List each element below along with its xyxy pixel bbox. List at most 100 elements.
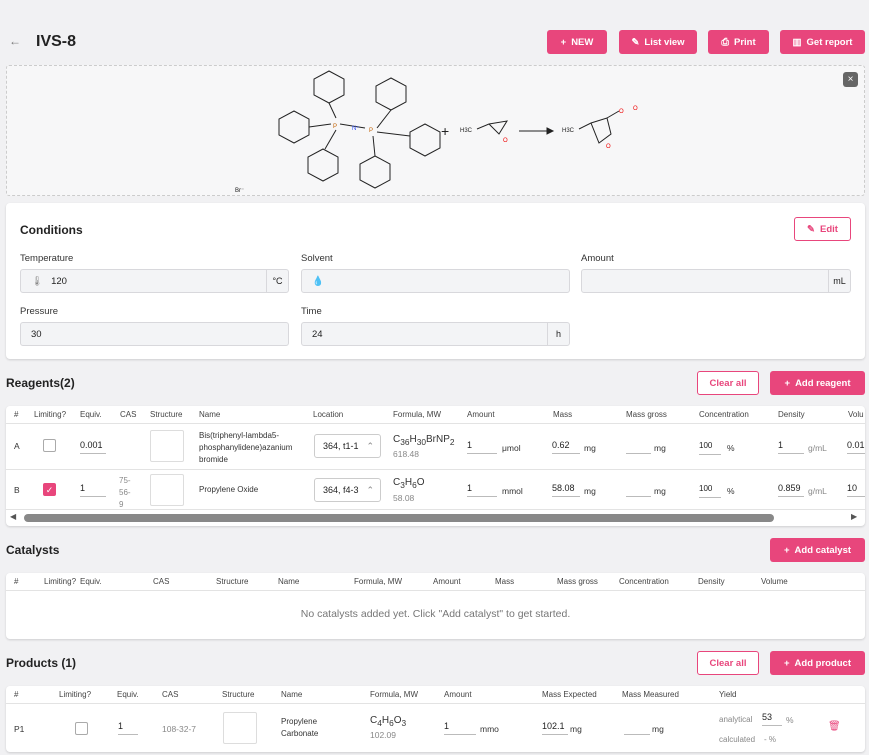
conc-unit: % (727, 443, 735, 453)
mass-measured-input[interactable] (624, 721, 650, 735)
column-header: Mass (495, 577, 515, 586)
limiting-checkbox[interactable]: ✓ (43, 483, 56, 496)
structure-thumbnail[interactable] (150, 474, 184, 506)
svg-text:H3C: H3C (562, 128, 575, 134)
equiv-input[interactable]: 1 (80, 483, 106, 497)
yield-calculated-label: calculated (719, 735, 756, 744)
concentration-input[interactable]: 100 (699, 484, 721, 498)
chart-icon: ▥ (792, 36, 802, 48)
density-input[interactable]: 0.859 (778, 483, 804, 497)
volume-input[interactable]: 0.01 (847, 440, 865, 454)
column-header: Equiv. (80, 577, 102, 586)
close-icon[interactable]: × (843, 72, 858, 87)
horizontal-scrollbar[interactable] (24, 514, 774, 522)
catalysts-table: # Limiting? Equiv. CAS Structure Name Formula,… (6, 573, 865, 639)
add-product-button[interactable]: + Add product (770, 651, 865, 675)
column-header: Limiting? (59, 690, 92, 699)
concentration-input[interactable]: 100 (699, 441, 721, 455)
limiting-checkbox[interactable] (43, 439, 56, 452)
location-select[interactable]: 364, f4-3 ⌃ (314, 478, 381, 502)
column-header: # (14, 690, 19, 699)
column-header: Concentration (699, 410, 749, 419)
row-id: P1 (14, 724, 25, 734)
column-header: Mass (553, 410, 573, 419)
equiv-input[interactable]: 0.001 (80, 440, 106, 454)
amount-input[interactable]: 1 (444, 721, 476, 735)
location-select[interactable]: 364, t1-1 ⌃ (314, 434, 381, 458)
density-input[interactable]: 1 (778, 440, 804, 454)
plus-icon: + (560, 36, 567, 48)
clear-reagents-button[interactable]: Clear all (697, 371, 759, 395)
column-header: Mass gross (557, 577, 598, 586)
ppn-cation (278, 70, 441, 189)
pressure-label: Pressure (20, 306, 59, 317)
time-label: Time (301, 306, 322, 317)
column-header: Mass Measured (622, 690, 679, 699)
mw: 102.09 (370, 730, 396, 740)
print-button[interactable]: ⎙ Print (708, 30, 769, 54)
column-header: Limiting? (44, 577, 77, 586)
conditions-title: Conditions (20, 223, 83, 237)
density-unit: g/mL (808, 486, 827, 496)
amount-input[interactable]: 1 (467, 483, 497, 497)
volume-input[interactable]: 10 (847, 483, 865, 497)
amount-unit: μmol (502, 443, 521, 453)
get-report-button[interactable]: ▥ Get report (780, 30, 865, 54)
column-header: Yield (719, 690, 737, 699)
formula: C36H30BrNP2 (393, 434, 455, 447)
add-catalyst-button[interactable]: + Add catalyst (770, 538, 865, 562)
structure-thumbnail[interactable] (150, 430, 184, 462)
column-header: Structure (150, 410, 183, 419)
mass-input[interactable]: 58.08 (552, 483, 580, 497)
edit-icon: ✎ (807, 223, 815, 235)
plus-icon: + (784, 377, 791, 389)
clear-products-button[interactable]: Clear all (697, 651, 759, 675)
reaction-drawing: P N⁺ P Br⁻ + H3C O H3C O O O (235, 70, 638, 194)
svg-text:N⁺: N⁺ (352, 125, 360, 132)
list-view-button[interactable]: ✎ List view (619, 30, 697, 54)
gross-unit: mg (654, 486, 666, 496)
scroll-right-icon[interactable]: ▶ (851, 512, 858, 521)
solvent-field[interactable]: 💧 (301, 269, 570, 293)
pressure-field[interactable]: 30 (20, 322, 289, 346)
add-reagent-button[interactable]: + Add reagent (770, 371, 865, 395)
trash-icon[interactable]: 🗑 (828, 721, 841, 732)
back-button[interactable]: ← (9, 34, 21, 48)
reagent-name: Bis(triphenyl-lambda5-phosphanylidene)az… (199, 431, 293, 464)
column-header: Formula, MW (393, 410, 441, 419)
products-table: # Limiting? Equiv. CAS Structure Name Formula,… (6, 686, 865, 752)
time-field[interactable]: 24 h (301, 322, 570, 346)
product-name: Propylene Carbonate (281, 717, 319, 738)
solvent-label: Solvent (301, 253, 333, 264)
droplet-icon: 💧 (312, 275, 324, 287)
reaction-scheme[interactable]: P N⁺ P Br⁻ + H3C O H3C O O O × (6, 65, 865, 196)
temperature-field[interactable]: 🌡 120 °C (20, 269, 289, 293)
new-button[interactable]: + NEW (547, 30, 607, 54)
column-header: Volume (761, 577, 788, 586)
column-header: Volu (848, 410, 864, 419)
amount-input[interactable]: 1 (467, 440, 497, 454)
column-header: Structure (216, 577, 249, 586)
scroll-left-icon[interactable]: ◀ (10, 512, 17, 521)
yield-analytical-input[interactable]: 53 (762, 712, 782, 726)
mass-gross-input[interactable] (626, 483, 651, 497)
edit-conditions-button[interactable]: ✎ Edit (794, 217, 851, 241)
mass-input[interactable]: 0.62 (552, 440, 580, 454)
structure-thumbnail[interactable] (223, 712, 257, 744)
column-header: Density (698, 577, 725, 586)
mass-unit: mg (584, 486, 596, 496)
column-header: Structure (222, 690, 255, 699)
catalysts-title: Catalysts (6, 543, 60, 557)
row-id: A (14, 441, 20, 451)
svg-text:P: P (333, 124, 337, 130)
svg-text:O: O (503, 138, 508, 144)
mass-expected-input[interactable]: 102.1 (542, 721, 568, 735)
limiting-checkbox[interactable] (75, 722, 88, 735)
mass-gross-input[interactable] (626, 440, 651, 454)
plus-icon: + (783, 544, 790, 556)
equiv-input[interactable]: 1 (118, 721, 138, 735)
column-header: Amount (433, 577, 461, 586)
reagent-name: Propylene Oxide (199, 485, 259, 494)
column-header: # (14, 577, 19, 586)
amount-field[interactable]: mL (581, 269, 851, 293)
